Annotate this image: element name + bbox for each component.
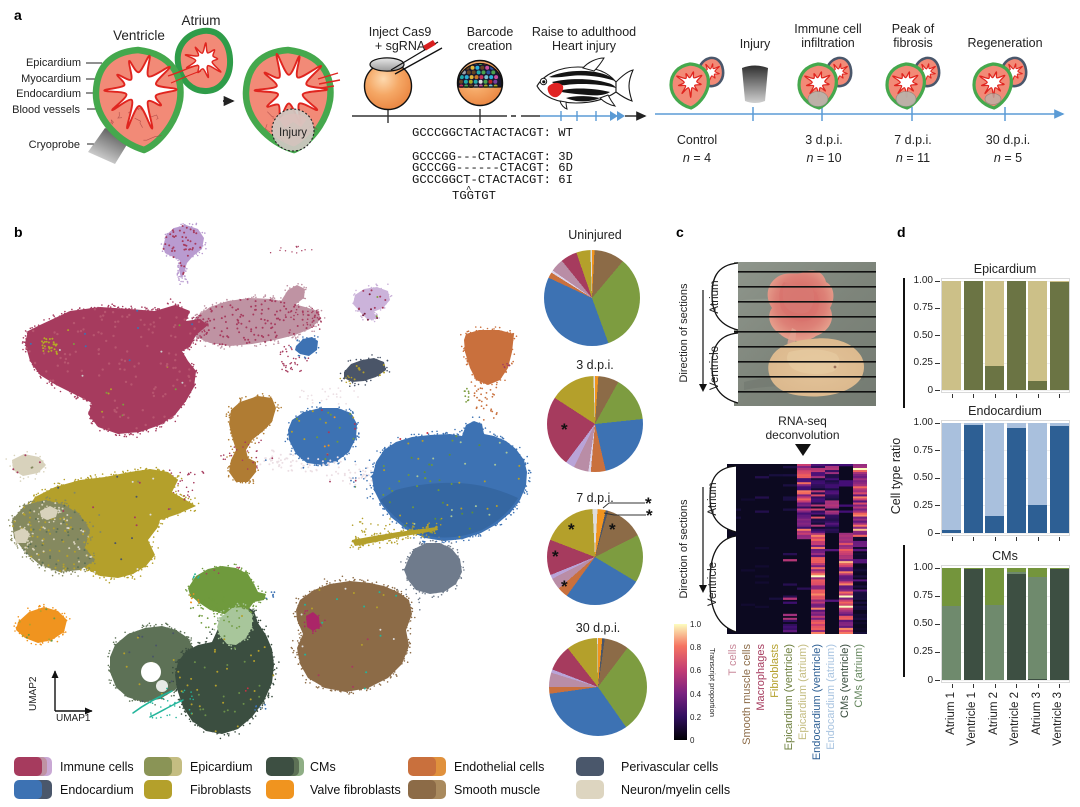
svg-text:3 d.p.i.: 3 d.p.i. (805, 133, 843, 147)
svg-text:GCCCGGCT-CTACTACGT: 6I: GCCCGGCT-CTACTACGT: 6I (412, 173, 573, 187)
svg-text:Epicardium: Epicardium (26, 57, 81, 69)
svg-text:Regeneration: Regeneration (967, 36, 1042, 50)
svg-text:Peak of: Peak of (892, 22, 935, 36)
svg-text:Ventricle: Ventricle (113, 28, 165, 43)
svg-text:Injury: Injury (279, 127, 307, 139)
svg-text:n = 11: n = 11 (896, 151, 930, 165)
svg-text:Raise to adulthood: Raise to adulthood (532, 25, 636, 39)
svg-text:Inject Cas9: Inject Cas9 (369, 25, 432, 39)
svg-text:Blood vessels: Blood vessels (12, 104, 80, 116)
svg-text:infiltration: infiltration (801, 36, 855, 50)
svg-text:n = 5: n = 5 (994, 151, 1022, 165)
svg-text:a: a (14, 7, 22, 23)
svg-text:Endocardium: Endocardium (16, 88, 81, 100)
svg-text:Myocardium: Myocardium (21, 73, 81, 85)
svg-text:GCCCGGCTACTACTACGT: WT: GCCCGGCTACTACTACGT: WT (412, 126, 573, 140)
svg-text:creation: creation (468, 39, 513, 53)
svg-text:Barcode: Barcode (467, 25, 514, 39)
svg-text:n = 10: n = 10 (806, 151, 841, 165)
svg-text:fibrosis: fibrosis (893, 36, 933, 50)
svg-text:n = 4: n = 4 (683, 151, 711, 165)
svg-text:Cryoprobe: Cryoprobe (29, 139, 80, 151)
svg-text:Control: Control (677, 133, 717, 147)
svg-text:Heart injury: Heart injury (552, 39, 617, 53)
svg-text:GCCCGG---CTACTACGT: 3D: GCCCGG---CTACTACGT: 3D (412, 150, 573, 164)
svg-text:30 d.p.i.: 30 d.p.i. (986, 133, 1030, 147)
svg-text:GCCCGG------CTACGT: 6D: GCCCGG------CTACGT: 6D (412, 161, 573, 175)
svg-text:TGGTGT: TGGTGT (452, 189, 496, 203)
svg-text:Immune cell: Immune cell (794, 22, 861, 36)
svg-text:7 d.p.i.: 7 d.p.i. (894, 133, 932, 147)
svg-text:Injury: Injury (740, 37, 771, 51)
svg-text:^: ^ (466, 185, 471, 195)
svg-text:+ sgRNA: + sgRNA (375, 39, 426, 53)
svg-text:Atrium: Atrium (181, 13, 220, 28)
